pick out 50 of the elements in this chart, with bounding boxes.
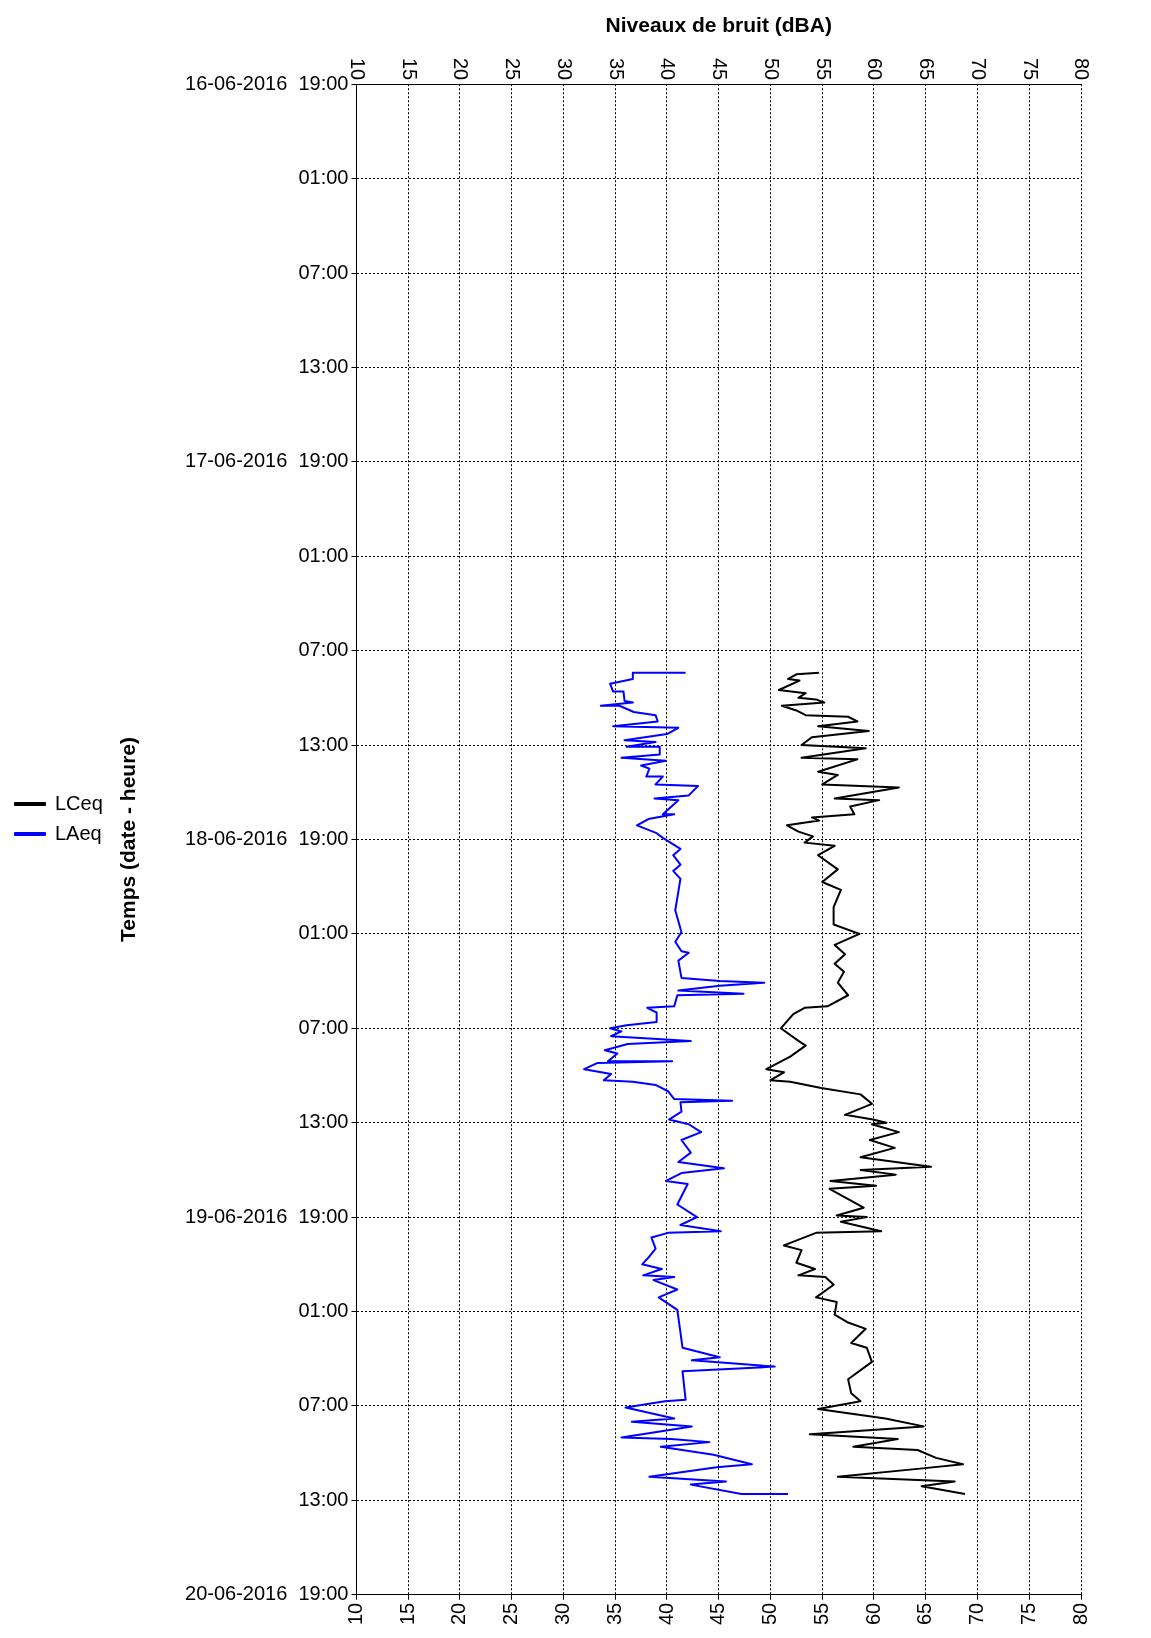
y-tick-label: 18-06-2016 19:00 bbox=[185, 826, 349, 849]
legend-label: LCeq bbox=[55, 791, 103, 814]
x-tick-label: 50 bbox=[760, 57, 783, 81]
x2-tick-label: 55 bbox=[809, 1602, 832, 1625]
x2-tick-label: 35 bbox=[602, 1602, 625, 1625]
y-tick-label: 13:00 bbox=[298, 732, 349, 755]
x2-tick-label: 45 bbox=[706, 1602, 729, 1625]
x2-tick-label: 15 bbox=[395, 1602, 418, 1625]
y-tick-label: 01:00 bbox=[298, 166, 349, 189]
x-tick-label: 40 bbox=[657, 57, 680, 81]
y-tick-label: 13:00 bbox=[298, 354, 349, 377]
x-tick-label: 35 bbox=[605, 57, 628, 81]
x-tick-label: 45 bbox=[709, 57, 732, 81]
y-tick-label: 16-06-2016 19:00 bbox=[185, 71, 349, 94]
y-axis-title: Temps (date - heure) bbox=[116, 736, 140, 942]
y-tick-label: 01:00 bbox=[298, 921, 349, 944]
x2-tick-label: 25 bbox=[499, 1602, 522, 1625]
y-tick-label: 17-06-2016 19:00 bbox=[185, 449, 349, 472]
y-tick-label: 01:00 bbox=[298, 543, 349, 566]
x-axis-title: Niveaux de bruit (dBA) bbox=[605, 13, 832, 37]
x-tick-label: 65 bbox=[916, 57, 939, 81]
x2-tick-label: 75 bbox=[1016, 1602, 1039, 1625]
x-tick-label: 20 bbox=[450, 57, 473, 81]
x-tick-label: 80 bbox=[1071, 57, 1094, 81]
legend-label: LAeq bbox=[55, 821, 102, 844]
y-tick-label: 07:00 bbox=[298, 1393, 349, 1416]
x-tick-label: 70 bbox=[967, 57, 990, 81]
x2-tick-label: 30 bbox=[551, 1602, 573, 1625]
x-tick-label: 30 bbox=[553, 57, 576, 81]
x-tick-label: 75 bbox=[1019, 57, 1042, 81]
y-tick-label: 20-06-2016 19:00 bbox=[185, 1582, 349, 1605]
x2-tick-label: 20 bbox=[447, 1602, 470, 1625]
y-tick-label: 01:00 bbox=[298, 1299, 349, 1322]
x-tick-label: 60 bbox=[864, 57, 887, 81]
x-tick-label: 15 bbox=[398, 57, 421, 81]
x2-tick-label: 10 bbox=[343, 1602, 366, 1625]
y-tick-label: 13:00 bbox=[298, 1110, 349, 1133]
x-tick-label: 25 bbox=[502, 57, 525, 81]
y-tick-label: 07:00 bbox=[298, 1015, 349, 1038]
y-tick-label: 07:00 bbox=[298, 260, 349, 283]
x2-tick-label: 70 bbox=[965, 1602, 988, 1625]
x2-tick-label: 65 bbox=[913, 1602, 936, 1625]
y-tick-label: 19-06-2016 19:00 bbox=[185, 1204, 349, 1227]
x2-tick-label: 60 bbox=[861, 1602, 884, 1625]
x2-tick-label: 80 bbox=[1068, 1602, 1091, 1625]
x2-tick-label: 50 bbox=[758, 1602, 781, 1625]
x2-tick-label: 40 bbox=[654, 1602, 677, 1625]
y-tick-label: 13:00 bbox=[298, 1487, 349, 1510]
y-tick-label: 07:00 bbox=[298, 638, 349, 661]
x-tick-label: 55 bbox=[812, 57, 835, 81]
